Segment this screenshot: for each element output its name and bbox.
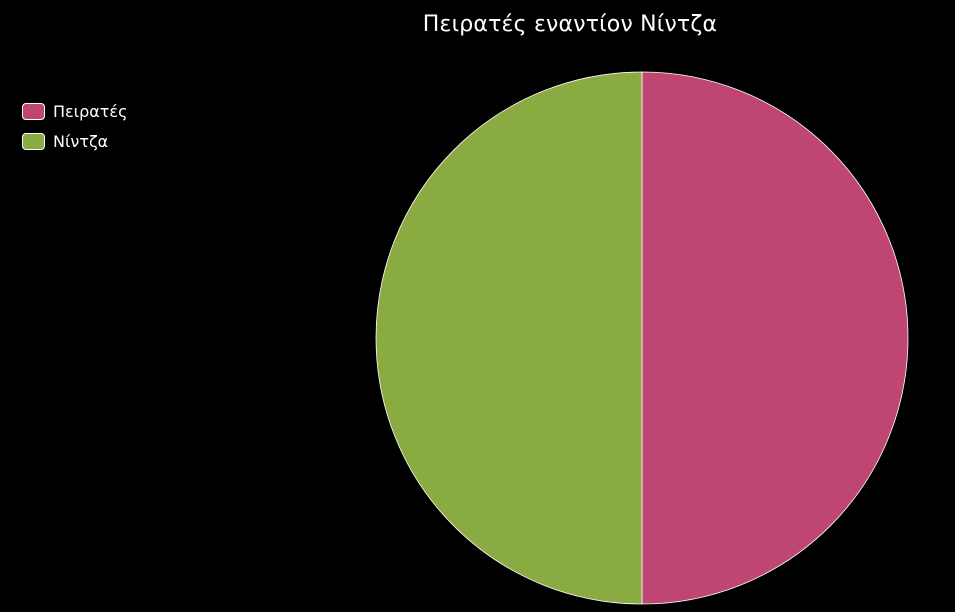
legend: Πειρατές Νίντζα bbox=[22, 96, 127, 156]
pie-slice-pirates[interactable] bbox=[641, 71, 909, 605]
legend-item-ninjas[interactable]: Νίντζα bbox=[22, 126, 127, 156]
legend-swatch-ninjas bbox=[22, 132, 45, 150]
pie-slice-ninjas[interactable] bbox=[375, 71, 643, 605]
legend-label-pirates: Πειρατές bbox=[53, 101, 128, 121]
legend-item-pirates[interactable]: Πειρατές bbox=[22, 96, 127, 126]
legend-label-ninjas: Νίντζα bbox=[53, 131, 109, 151]
chart-title: Πειρατές εναντίον Νίντζα bbox=[422, 12, 718, 37]
legend-swatch-pirates bbox=[22, 102, 45, 120]
